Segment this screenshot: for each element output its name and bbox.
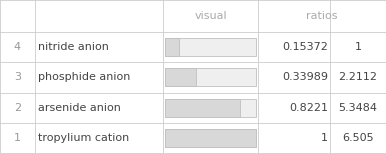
Text: visual: visual xyxy=(194,11,227,21)
Bar xyxy=(164,129,256,147)
Text: 6.505: 6.505 xyxy=(342,133,374,143)
Bar xyxy=(164,38,256,56)
Text: 1: 1 xyxy=(354,42,362,52)
Text: 0.33989: 0.33989 xyxy=(282,73,328,82)
Text: 2: 2 xyxy=(14,103,21,113)
Text: 1: 1 xyxy=(14,133,21,143)
Text: 2.2112: 2.2112 xyxy=(339,73,378,82)
Bar xyxy=(164,129,256,147)
Text: 5.3484: 5.3484 xyxy=(339,103,378,113)
Bar xyxy=(164,69,196,86)
Bar xyxy=(164,99,240,117)
Text: 0.8221: 0.8221 xyxy=(289,103,328,113)
Text: phosphide anion: phosphide anion xyxy=(38,73,130,82)
Text: 1: 1 xyxy=(321,133,328,143)
Text: arsenide anion: arsenide anion xyxy=(38,103,121,113)
Text: 4: 4 xyxy=(14,42,21,52)
Text: ratios: ratios xyxy=(306,11,338,21)
Bar xyxy=(164,99,256,117)
Text: tropylium cation: tropylium cation xyxy=(38,133,129,143)
Bar xyxy=(164,69,256,86)
Text: 0.15372: 0.15372 xyxy=(282,42,328,52)
Bar xyxy=(164,38,179,56)
Text: 3: 3 xyxy=(14,73,21,82)
Text: nitride anion: nitride anion xyxy=(38,42,109,52)
